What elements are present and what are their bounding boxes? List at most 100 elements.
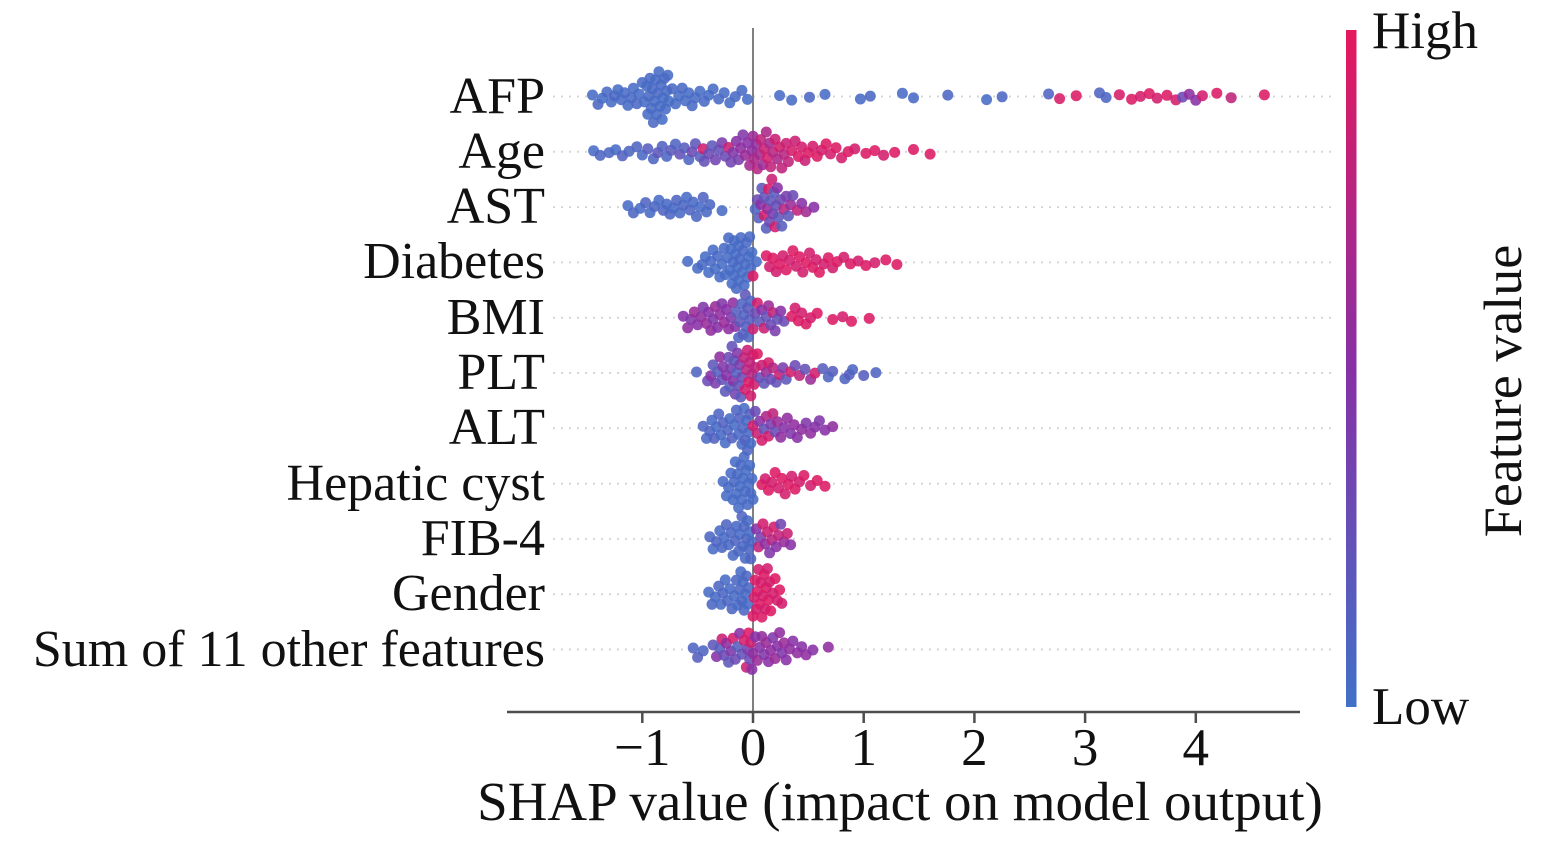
data-point	[869, 145, 881, 157]
data-point	[786, 94, 798, 106]
data-point	[827, 421, 839, 433]
data-point	[707, 83, 719, 95]
data-point	[743, 582, 755, 594]
data-point	[808, 201, 820, 213]
data-point	[727, 297, 739, 309]
data-point	[1135, 90, 1146, 102]
data-point	[743, 331, 755, 343]
data-point	[1070, 90, 1082, 102]
data-point	[942, 89, 954, 101]
data-point	[782, 156, 794, 168]
data-point	[718, 87, 730, 99]
data-point	[765, 161, 777, 173]
data-point	[769, 325, 781, 337]
beeswarm-row-4	[677, 289, 875, 344]
data-point	[1126, 93, 1138, 105]
data-point	[709, 154, 721, 166]
data-point	[746, 663, 758, 675]
data-point	[712, 250, 724, 262]
data-point	[1196, 90, 1208, 102]
data-point	[594, 149, 606, 161]
feature-label-ast: AST	[446, 178, 545, 236]
data-point	[787, 190, 799, 201]
data-point	[1225, 92, 1237, 104]
data-point	[796, 641, 808, 653]
data-point	[666, 83, 678, 95]
data-point	[789, 360, 801, 371]
data-point	[798, 470, 810, 481]
data-point	[776, 220, 788, 232]
data-point	[779, 488, 791, 500]
data-point	[682, 255, 694, 267]
data-point	[736, 84, 748, 96]
feature-label-age: Age	[458, 122, 545, 180]
x-tick-label-3: 2	[961, 719, 988, 777]
data-point	[846, 315, 857, 327]
data-point	[787, 635, 799, 647]
data-point	[656, 140, 668, 152]
data-point	[858, 370, 870, 381]
data-point	[656, 113, 668, 125]
data-point	[860, 260, 872, 271]
data-point	[682, 322, 694, 334]
data-point	[864, 90, 876, 102]
data-point	[817, 363, 829, 375]
data-point	[642, 143, 654, 155]
feature-label-plt: PLT	[457, 344, 545, 401]
data-point	[746, 473, 758, 484]
data-point	[811, 475, 823, 486]
data-point	[745, 553, 757, 565]
data-point	[819, 480, 831, 492]
data-point	[745, 437, 757, 449]
beeswarm-row-2	[622, 173, 820, 234]
beeswarm-row-5	[691, 340, 882, 403]
feature-label-alt: ALT	[448, 399, 545, 457]
data-point	[878, 149, 890, 161]
data-point	[697, 191, 709, 203]
beeswarm-row-0	[587, 66, 1270, 128]
data-point	[766, 173, 778, 185]
data-point	[849, 143, 861, 155]
data-point	[908, 144, 919, 155]
data-point	[761, 563, 773, 575]
data-point	[774, 90, 786, 101]
data-point	[1100, 92, 1112, 103]
data-point	[687, 642, 699, 654]
feature-label-bmi: BMI	[446, 288, 545, 346]
feature-label-diabetes: Diabetes	[363, 233, 545, 291]
data-point	[747, 493, 759, 505]
data-point	[744, 459, 756, 471]
data-point	[1211, 87, 1223, 99]
data-point	[889, 146, 901, 158]
data-point	[694, 85, 706, 97]
data-point	[781, 412, 793, 424]
data-point	[827, 365, 839, 377]
x-tick-label-4: 3	[1071, 719, 1099, 777]
data-point	[804, 91, 815, 103]
data-point	[869, 257, 881, 269]
data-point	[797, 266, 809, 278]
data-point	[773, 211, 784, 223]
beeswarm-row-8	[704, 511, 797, 565]
beeswarm-row-7	[717, 451, 831, 514]
data-point	[714, 351, 726, 363]
data-point	[631, 141, 643, 153]
data-point	[737, 129, 749, 141]
data-point	[796, 307, 808, 319]
data-point	[662, 69, 674, 81]
data-point	[760, 126, 772, 138]
data-point	[791, 432, 803, 443]
data-point	[786, 470, 798, 482]
data-point	[1151, 92, 1163, 104]
data-point	[587, 89, 598, 101]
x-axis-title: SHAP value (impact on model output)	[477, 771, 1323, 832]
data-point	[820, 138, 832, 150]
data-point	[780, 264, 792, 276]
data-point	[775, 431, 787, 443]
data-point	[775, 518, 787, 530]
x-tick-label-1: 0	[739, 719, 767, 777]
data-point	[767, 408, 779, 420]
beeswarm-row-3	[682, 231, 903, 294]
feature-label-gender: Gender	[391, 565, 545, 623]
